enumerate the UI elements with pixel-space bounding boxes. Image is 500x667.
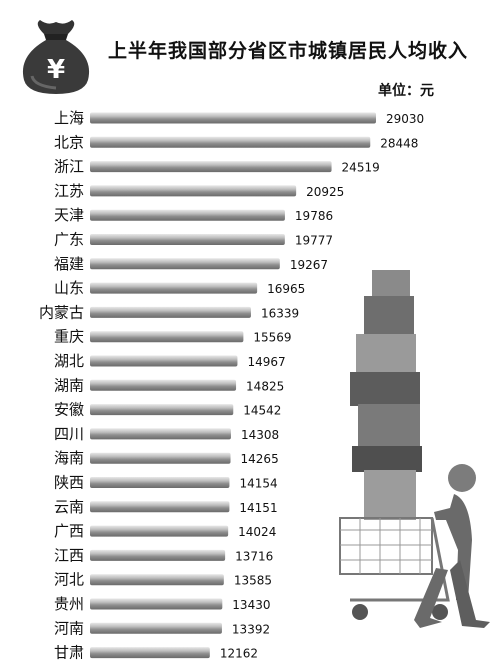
category-label: 江苏 [54,182,84,200]
bar [90,161,332,173]
value-label: 24519 [342,161,380,175]
bar [90,282,258,294]
bar [90,331,244,343]
chart-title: 上半年我国部分省区市城镇居民人均收入 [108,40,469,62]
category-label: 上海 [54,109,84,127]
bar [90,452,231,464]
bar [90,477,230,488]
category-label: 安徽 [54,401,84,419]
category-label: 北京 [54,133,84,151]
category-label: 福建 [54,255,84,273]
value-label: 14542 [243,404,281,418]
bar [90,525,229,537]
value-label: 13716 [235,549,273,563]
bar [90,379,237,391]
value-label: 14151 [239,501,277,515]
bag-symbol: ¥ [47,55,65,85]
bar [90,428,231,440]
unit-label: 单位：元 [378,83,434,99]
value-label: 16965 [267,282,305,296]
category-label: 湖北 [54,352,84,370]
value-label: 19786 [295,209,333,223]
category-label: 江西 [54,546,84,564]
value-label: 19777 [295,234,333,248]
value-label: 13392 [232,622,270,636]
category-label: 四川 [54,425,84,443]
bar [90,185,297,197]
category-label: 浙江 [54,158,84,176]
category-label: 内蒙古 [39,303,84,321]
bar [90,136,371,148]
bar [90,258,280,270]
value-label: 15569 [253,331,291,345]
category-label: 重庆 [54,328,84,346]
bar [90,549,226,561]
bar [90,574,224,586]
value-label: 14825 [246,379,284,393]
bar [90,622,222,634]
money-bag-icon: ¥ [22,20,90,94]
value-label: 14967 [247,355,285,369]
category-label: 贵州 [54,595,84,613]
category-label: 云南 [54,498,84,516]
bar [90,501,230,513]
value-label: 29030 [386,112,424,126]
value-label: 20925 [306,185,344,199]
value-label: 28448 [380,136,418,150]
value-label: 14308 [241,428,279,442]
category-label: 山东 [54,279,84,297]
bar [90,306,251,318]
bar [90,404,234,416]
bar [90,112,376,124]
bar [90,234,285,245]
value-label: 16339 [261,306,299,320]
cart-illustration [339,270,490,628]
category-label: 天津 [54,206,84,224]
category-label: 海南 [54,449,84,467]
value-label: 13585 [234,574,272,588]
category-label: 陕西 [54,474,84,492]
bar [90,355,238,367]
category-label: 广西 [54,522,84,540]
category-label: 湖南 [54,376,84,394]
value-label: 19267 [290,258,328,272]
category-label: 甘肃 [54,644,84,662]
bar [90,209,285,221]
category-label: 广东 [54,231,84,249]
value-label: 12162 [220,647,258,661]
category-label: 河北 [54,571,84,589]
value-label: 14265 [241,452,279,466]
value-label: 14154 [239,477,277,491]
value-label: 13430 [232,598,270,612]
bar [90,598,223,610]
bar [90,647,210,659]
category-label: 河南 [54,619,84,637]
value-label: 14024 [238,525,276,539]
